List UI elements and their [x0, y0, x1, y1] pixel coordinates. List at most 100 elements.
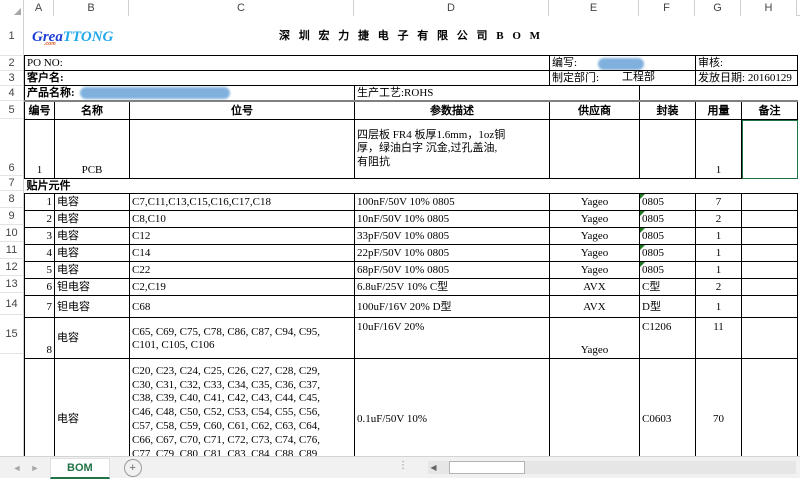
cell-designators[interactable]: C8,C10 [129, 210, 355, 228]
row-header-4[interactable]: 4 [0, 86, 24, 101]
column-header-D[interactable]: D [354, 0, 549, 16]
cell-designators[interactable]: C12 [129, 227, 355, 245]
cell-package[interactable]: 0805 [639, 244, 696, 262]
sheet-tab-bom[interactable]: BOM [50, 457, 110, 479]
cell-qty[interactable]: 2 [695, 210, 742, 228]
cell-remark[interactable] [740, 261, 799, 279]
cell-no[interactable]: 5 [24, 261, 55, 279]
row-header-14[interactable]: 14 [0, 293, 24, 315]
row-header-6[interactable]: 6 [0, 119, 24, 176]
table-row[interactable]: 电容 C20, C23, C24, C25, C26, C27, C28, C2… [24, 358, 799, 456]
cell-remark[interactable] [740, 210, 799, 228]
section-label[interactable]: 贴片元件 [24, 178, 798, 194]
cell-qty[interactable]: 1 [695, 244, 742, 262]
sheet-grid[interactable]: 深 圳 宏 力 捷 电 子 有 限 公 司 B O M PO NO: 编写: 审… [24, 16, 800, 456]
row-header-13[interactable]: 13 [0, 276, 24, 293]
cell-no[interactable] [24, 358, 55, 456]
select-all-corner-icon[interactable] [0, 0, 24, 16]
cell-supplier[interactable]: AVX [549, 295, 640, 318]
cell-name[interactable]: 电容 [54, 358, 130, 456]
cell-params[interactable]: 10uF/16V 20% [354, 317, 550, 359]
cell-designators[interactable]: C7,C11,C13,C15,C16,C17,C18 [129, 193, 355, 211]
cell-designators[interactable]: C68 [129, 295, 355, 318]
cell-package[interactable]: 0805 [639, 210, 696, 228]
cell-params[interactable]: 100uF/16V 20% D型 [354, 295, 550, 318]
row-header-9[interactable]: 9 [0, 208, 24, 225]
cell-supplier[interactable] [549, 358, 640, 456]
column-header-A[interactable]: A [24, 0, 54, 16]
cell-params[interactable]: 100nF/50V 10% 0805 [354, 193, 550, 211]
scroll-left-icon[interactable]: ◀ [428, 460, 439, 474]
cell-no[interactable]: 8 [24, 317, 55, 359]
cell-params[interactable]: 四层板 FR4 板厚1.6mm，1oz铜 厚，绿油白字 沉金,过孔盖油, 有阻抗 [354, 119, 550, 179]
cell-no[interactable]: 2 [24, 210, 55, 228]
sheet-nav-prev-icon[interactable]: ◄ [12, 462, 22, 473]
cell-designators[interactable]: C14 [129, 244, 355, 262]
cell-package[interactable]: 0805 [639, 261, 696, 279]
cell-params[interactable]: 22pF/50V 10% 0805 [354, 244, 550, 262]
cell-qty[interactable]: 2 [695, 278, 742, 296]
row-header-11[interactable]: 11 [0, 242, 24, 259]
table-row[interactable]: 8 电容 C65, C69, C75, C78, C86, C87, C94, … [24, 317, 799, 359]
cell-remark[interactable] [740, 119, 799, 179]
cell-no[interactable]: 6 [24, 278, 55, 296]
scrollbar-thumb[interactable] [449, 460, 525, 474]
cell-no[interactable]: 1 [24, 193, 55, 211]
cell-qty[interactable]: 11 [695, 317, 742, 359]
cell-name[interactable]: 电容 [54, 193, 130, 211]
table-row[interactable]: 7 钽电容 C68 100uF/16V 20% D型 AVX D型 1 [24, 295, 799, 318]
cell-remark[interactable] [740, 193, 799, 211]
cell-qty[interactable]: 70 [695, 358, 742, 456]
cell-qty[interactable]: 1 [695, 119, 742, 179]
cell-no[interactable]: 3 [24, 227, 55, 245]
cell-params[interactable]: 68pF/50V 10% 0805 [354, 261, 550, 279]
column-header-E[interactable]: E [549, 0, 639, 16]
table-row[interactable]: 5 电容 C22 68pF/50V 10% 0805 Yageo 0805 1 [24, 261, 799, 279]
cell-params[interactable]: 0.1uF/50V 10% [354, 358, 550, 456]
cell-params[interactable]: 10nF/50V 10% 0805 [354, 210, 550, 228]
cell-remark[interactable] [740, 295, 799, 318]
row-header-3[interactable]: 3 [0, 71, 24, 86]
cell-name[interactable]: 电容 [54, 261, 130, 279]
cell-no[interactable]: 1 [24, 119, 55, 179]
table-row[interactable]: 6 钽电容 C2,C19 6.8uF/25V 10% C型 AVX C型 2 [24, 278, 799, 296]
row-header-12[interactable]: 12 [0, 259, 24, 276]
cell-package[interactable]: D型 [639, 295, 696, 318]
cell-package[interactable]: 0805 [639, 193, 696, 211]
cell-name[interactable]: 电容 [54, 210, 130, 228]
cell-remark[interactable] [740, 244, 799, 262]
cell-remark[interactable] [740, 278, 799, 296]
row-header-1[interactable]: 1 [0, 16, 24, 56]
cell-supplier[interactable]: Yageo [549, 227, 640, 245]
column-header-G[interactable]: G [695, 0, 741, 16]
cell-designators[interactable]: C22 [129, 261, 355, 279]
column-header-B[interactable]: B [54, 0, 129, 16]
cell-no[interactable]: 4 [24, 244, 55, 262]
cell-supplier[interactable]: Yageo [549, 193, 640, 211]
cell-name[interactable]: 钽电容 [54, 295, 130, 318]
cell-remark[interactable] [740, 227, 799, 245]
add-sheet-icon[interactable]: + [123, 458, 142, 477]
cell-name[interactable]: 电容 [54, 317, 130, 359]
row-header-15[interactable]: 15 [0, 315, 24, 354]
column-header-F[interactable]: F [639, 0, 695, 16]
row-header-7[interactable]: 7 [0, 176, 24, 191]
cell-supplier[interactable]: Yageo [549, 210, 640, 228]
cell-supplier[interactable]: Yageo [549, 317, 640, 359]
scrollbar-track[interactable] [439, 460, 796, 474]
column-header-H[interactable]: H [741, 0, 797, 16]
cell-supplier[interactable] [549, 119, 640, 179]
cell-name[interactable]: 电容 [54, 227, 130, 245]
cell-package[interactable]: C型 [639, 278, 696, 296]
cell-designators[interactable]: C2,C19 [129, 278, 355, 296]
table-row[interactable]: 4 电容 C14 22pF/50V 10% 0805 Yageo 0805 1 [24, 244, 799, 262]
cell-supplier[interactable]: AVX [549, 278, 640, 296]
column-header-C[interactable]: C [129, 0, 354, 16]
horizontal-scrollbar[interactable]: ◀ [428, 460, 796, 474]
cell-package[interactable] [639, 119, 696, 179]
cell-qty[interactable]: 7 [695, 193, 742, 211]
row-header-10[interactable]: 10 [0, 225, 24, 242]
cell-params[interactable]: 33pF/50V 10% 0805 [354, 227, 550, 245]
cell-designators[interactable]: C20, C23, C24, C25, C26, C27, C28, C29, … [129, 358, 355, 456]
cell-qty[interactable]: 1 [695, 227, 742, 245]
